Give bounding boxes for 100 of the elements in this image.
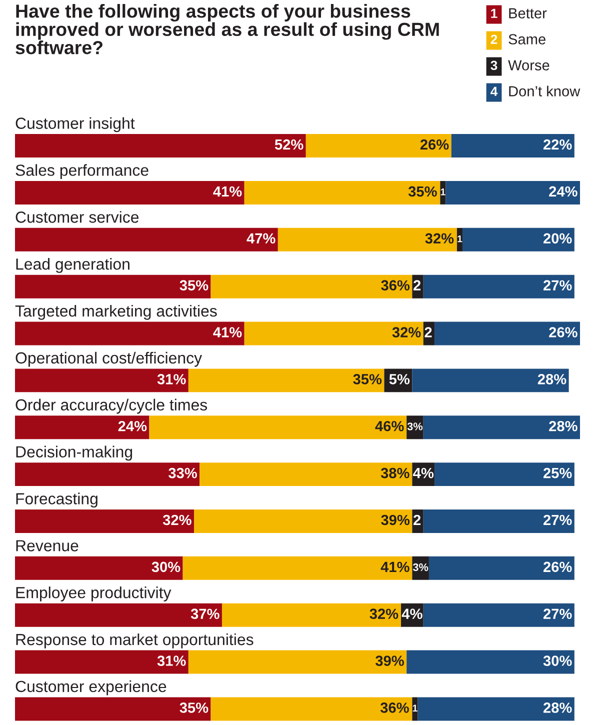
data-label: 33%: [168, 468, 197, 478]
data-label: 3%: [407, 422, 423, 430]
y-tick-label: Operational cost/efficiency: [16, 352, 202, 367]
data-label: 2: [414, 514, 421, 526]
legend-label: Worse: [508, 60, 550, 70]
bar: [412, 368, 569, 392]
bar: [462, 228, 574, 252]
data-label: 2: [424, 327, 432, 338]
bar: [15, 603, 222, 627]
data-label: 37%: [190, 608, 220, 620]
bar: [423, 416, 580, 440]
data-label: 24%: [118, 420, 147, 432]
bar: [428, 556, 574, 580]
data-label: 35%: [353, 374, 382, 384]
data-label: 32%: [392, 327, 421, 338]
text: 3: [490, 60, 498, 70]
bar: [149, 416, 407, 440]
bar: [15, 556, 183, 580]
data-label: 1: [458, 235, 462, 242]
legend-label: Better: [509, 8, 547, 18]
bar: [446, 180, 580, 204]
data-label: 27%: [543, 514, 572, 526]
data-label: 25%: [543, 468, 572, 478]
data-label: 4%: [412, 468, 434, 478]
bar: [278, 228, 457, 252]
data-label: 32%: [370, 608, 398, 620]
bar: [15, 134, 306, 158]
data-label: 27%: [543, 608, 572, 619]
data-label: 28%: [543, 702, 572, 713]
bar: [182, 556, 412, 580]
data-label: 26%: [420, 139, 449, 150]
data-label: 36%: [380, 702, 409, 713]
bar: [194, 510, 412, 533]
data-label: 32%: [425, 233, 454, 244]
data-label: 27%: [543, 280, 572, 290]
data-label: 38%: [380, 468, 410, 478]
data-label: 31%: [157, 656, 186, 666]
legend-label: Don’t know: [509, 86, 580, 96]
data-label: 30%: [152, 562, 180, 572]
bar: [222, 603, 401, 627]
bar: [15, 650, 188, 674]
bar: [434, 322, 580, 346]
text: 1: [491, 8, 498, 18]
y-tick-label: Order accuracy/cycle times: [16, 398, 208, 414]
bar: [244, 322, 424, 346]
y-tick-label: Revenue: [16, 540, 78, 552]
text: 4: [490, 86, 498, 96]
y-tick-label: Forecasting: [16, 492, 98, 508]
data-label: 30%: [543, 656, 572, 666]
bar: [210, 274, 412, 298]
data-label: 35%: [408, 186, 437, 197]
bar: [15, 274, 211, 298]
bar: [423, 274, 574, 298]
data-label: 41%: [380, 562, 410, 572]
y-tick-label: Customer experience: [16, 680, 166, 696]
bar: [451, 134, 574, 158]
bar: [423, 510, 574, 533]
y-tick-label: Customer service: [16, 211, 139, 223]
bar: [244, 180, 440, 204]
data-label: 32%: [162, 514, 192, 526]
data-label: 41%: [213, 186, 242, 197]
data-label: 22%: [543, 139, 572, 150]
bar: [15, 697, 211, 721]
bar: [423, 603, 574, 627]
data-label: 35%: [180, 280, 208, 291]
data-label: 41%: [213, 327, 242, 338]
y-tick-label: Targeted marketing activities: [15, 304, 217, 320]
bar: [15, 416, 150, 440]
bar: [15, 462, 200, 486]
bar: [15, 368, 188, 392]
y-tick-label: Lead generation: [16, 258, 130, 273]
data-label: 1: [412, 704, 418, 712]
data-label: 36%: [381, 280, 410, 291]
data-label: 39%: [375, 656, 404, 666]
bar: [406, 650, 574, 674]
data-label: 24%: [549, 186, 578, 197]
bar: [15, 228, 278, 252]
data-label: 4%: [402, 608, 422, 620]
bar: [15, 180, 244, 204]
bar: [188, 650, 407, 674]
data-label: 35%: [180, 702, 208, 713]
data-label: 52%: [274, 139, 304, 150]
data-label: 39%: [381, 514, 410, 526]
y-tick-label: Customer insight: [16, 117, 135, 132]
y-tick-label: Employee productivity: [16, 586, 172, 602]
y-tick-label: Sales performance: [16, 164, 148, 180]
data-label: 1: [440, 188, 446, 196]
bar: [200, 462, 412, 486]
bar: [306, 134, 452, 158]
data-label: 28%: [549, 420, 578, 432]
bar: [15, 322, 244, 346]
y-tick-label: Decision-making: [16, 446, 132, 461]
bar: [15, 510, 194, 533]
data-label: 47%: [246, 233, 276, 244]
data-label: 31%: [157, 374, 186, 384]
text: 2: [490, 34, 498, 44]
data-label: 5%: [389, 374, 410, 384]
data-label: 46%: [375, 420, 404, 432]
data-label: 26%: [549, 327, 578, 338]
bar: [434, 462, 574, 486]
